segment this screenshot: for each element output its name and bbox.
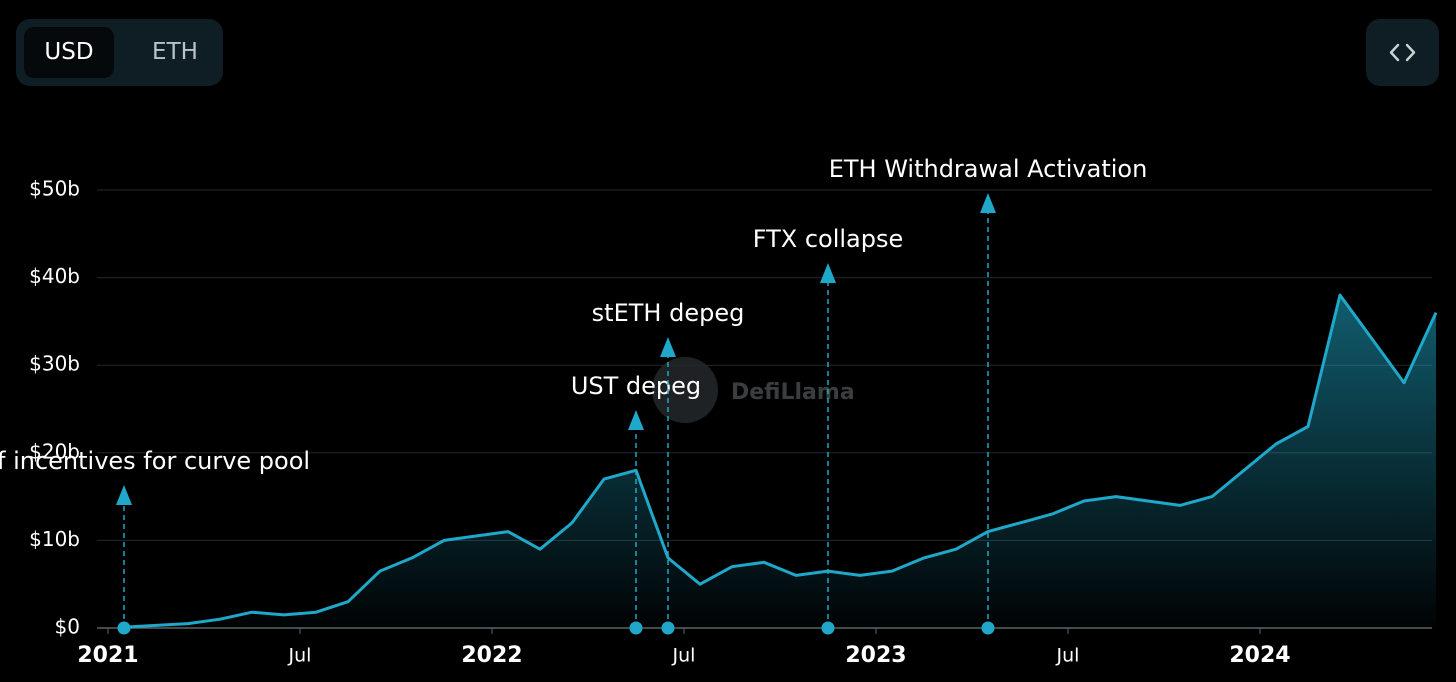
event-dot: [981, 621, 995, 635]
y-tick-label: $40b: [29, 264, 80, 288]
event-label: stETH depeg: [592, 299, 745, 327]
event-dot: [629, 621, 643, 635]
x-tick-label: 2021: [77, 643, 138, 668]
x-tick-label: 2022: [461, 643, 522, 668]
event-arrow: [116, 485, 132, 505]
y-tick-label: $30b: [29, 352, 80, 376]
toggle-option[interactable]: USD: [24, 27, 114, 78]
y-tick-label: $0: [55, 615, 80, 639]
y-tick-label: $20b: [29, 439, 80, 463]
event-label: f incentives for curve pool: [0, 447, 310, 475]
embed-button[interactable]: [1366, 19, 1439, 86]
currency-toggle: USD ETH: [16, 19, 223, 86]
y-tick-label: $10b: [29, 527, 80, 551]
event-label: ETH Withdrawal Activation: [829, 155, 1148, 183]
area-fill: [124, 295, 1436, 628]
line: [123, 293, 1438, 629]
x-tick-label: Jul: [288, 645, 312, 667]
event-label: UST depeg: [571, 372, 701, 400]
event-dot: [117, 621, 131, 635]
y-tick-label: $50b: [29, 177, 80, 201]
event-dot: [821, 621, 835, 635]
x-tick-label: Jul: [672, 645, 696, 667]
event-dot: [661, 621, 675, 635]
x-tick-label: 2024: [1229, 643, 1290, 668]
toggle-option[interactable]: ETH: [152, 39, 198, 65]
embed-icon: [1389, 43, 1416, 62]
event-arrow: [660, 337, 676, 357]
event-label: FTX collapse: [753, 225, 904, 253]
event-arrow: [820, 263, 836, 283]
event-arrow: [628, 410, 644, 430]
x-tick-label: 2023: [845, 643, 906, 668]
watermark-text: DefiLlama: [731, 380, 855, 405]
x-tick-label: Jul: [1056, 645, 1080, 667]
event-arrow: [980, 193, 996, 213]
